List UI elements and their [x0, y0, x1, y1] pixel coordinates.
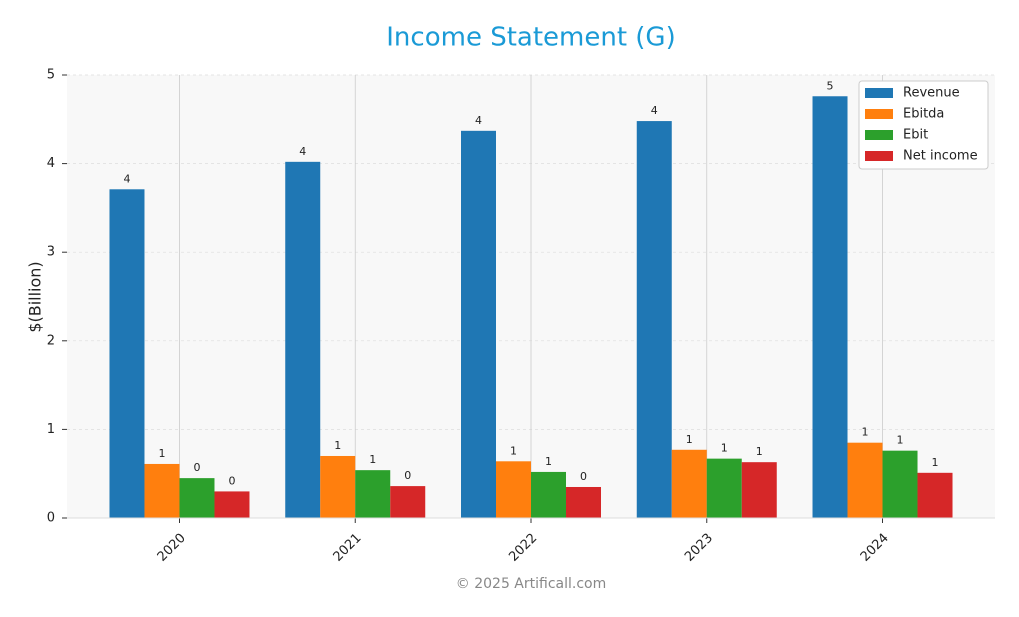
legend-swatch	[865, 151, 893, 161]
value-label: 1	[721, 442, 728, 455]
bar	[109, 189, 145, 518]
legend-swatch	[865, 88, 893, 98]
legend-label: Revenue	[903, 86, 960, 101]
value-label: 1	[756, 445, 763, 458]
bar	[671, 449, 707, 518]
value-label: 1	[897, 434, 904, 447]
value-label: 1	[510, 444, 517, 457]
bar	[566, 486, 601, 518]
value-label: 0	[404, 469, 411, 482]
value-label: 0	[580, 470, 587, 483]
value-label: 4	[651, 104, 658, 117]
value-label: 1	[158, 447, 165, 460]
value-label: 5	[827, 79, 834, 92]
legend-swatch	[865, 130, 893, 140]
bar	[741, 462, 777, 518]
y-axis-label: $(Billion)	[26, 261, 45, 332]
x-tick-label: 2023	[682, 531, 716, 565]
bar	[214, 491, 250, 518]
value-label: 1	[932, 456, 939, 469]
legend-box	[858, 80, 989, 170]
value-label: 1	[369, 453, 376, 466]
y-tick-label: 2	[47, 333, 55, 348]
bar	[847, 442, 883, 518]
value-label: 4	[299, 145, 306, 158]
y-tick-label: 3	[47, 245, 55, 260]
value-label: 1	[545, 455, 552, 468]
bar	[144, 463, 180, 518]
bar	[285, 161, 321, 518]
bar	[496, 461, 531, 518]
value-label: 0	[228, 474, 235, 487]
y-tick-label: 1	[47, 422, 55, 437]
footer: © 2025 Artificall.com	[456, 576, 606, 592]
bar	[812, 96, 848, 518]
value-label: 4	[123, 172, 130, 185]
bar	[355, 470, 391, 518]
x-tick-label: 2024	[858, 531, 892, 565]
bar	[179, 478, 215, 518]
y-tick-label: 4	[47, 156, 55, 171]
value-label: 1	[862, 426, 869, 439]
x-tick-label: 2022	[506, 531, 540, 565]
bar	[882, 450, 918, 518]
legend-label: Ebit	[903, 128, 928, 143]
x-tick-label: 2021	[331, 531, 365, 565]
legend-swatch	[865, 109, 893, 119]
value-label: 1	[686, 433, 693, 446]
chart-title: Income Statement (G)	[386, 23, 675, 53]
bar	[636, 121, 672, 519]
y-tick-label: 0	[47, 511, 55, 526]
value-label: 4	[475, 114, 482, 127]
bar	[461, 130, 496, 518]
bar	[706, 458, 742, 518]
bar	[531, 471, 566, 518]
x-tick-label: 2020	[155, 531, 189, 565]
legend-label: Ebitda	[903, 107, 944, 122]
y-tick-label: 5	[47, 68, 55, 83]
bar	[320, 455, 356, 518]
bar	[390, 486, 426, 518]
value-label: 1	[334, 439, 341, 452]
bar	[917, 472, 953, 518]
value-label: 0	[193, 461, 200, 474]
legend-label: Net income	[903, 149, 978, 164]
